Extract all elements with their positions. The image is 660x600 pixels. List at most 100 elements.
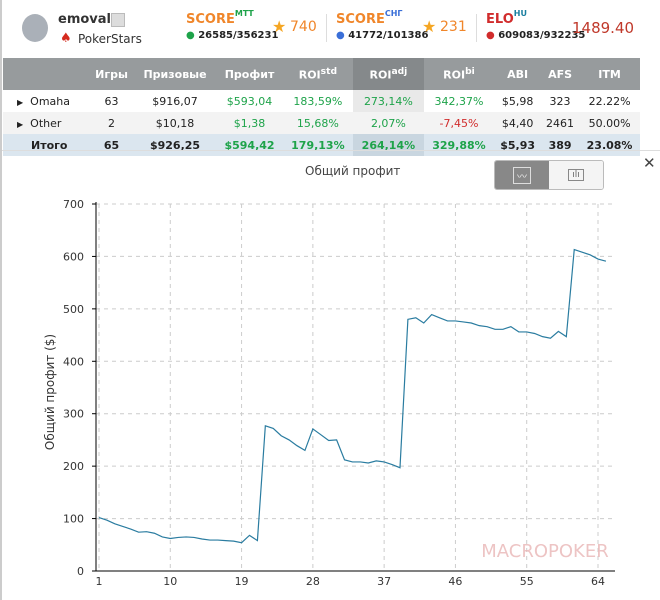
total-cell: $594,42 xyxy=(216,134,283,156)
watermark: MACROPOKER xyxy=(481,541,608,562)
y-tick-label: 400 xyxy=(63,355,84,368)
row-label[interactable]: ▶ Other xyxy=(3,112,90,134)
score-rank: ● 41772/101386 xyxy=(336,30,428,41)
y-tick-label: 600 xyxy=(63,250,84,263)
rank-value: 26585/356231 xyxy=(198,30,279,41)
cell: 63 xyxy=(104,94,119,108)
row-label[interactable]: ▶ Omaha xyxy=(3,90,89,112)
x-tick-label: 37 xyxy=(377,575,391,588)
total-cell: 179,13% xyxy=(282,134,354,156)
divider xyxy=(326,14,327,42)
medal-icon: ● xyxy=(486,30,495,41)
close-icon[interactable]: ✕ xyxy=(643,154,656,172)
cell: $10,18 xyxy=(133,112,217,134)
chart-type-toggle: 〰 ılı xyxy=(494,160,604,190)
pokerstars-icon: ♠ xyxy=(60,31,72,46)
bar-chart-icon: ılı xyxy=(568,169,584,181)
x-tick-label: 19 xyxy=(235,575,249,588)
cell: 2461 xyxy=(540,112,580,134)
column-header[interactable]: ABI xyxy=(494,58,541,90)
header-label: Призовые xyxy=(143,67,207,81)
score-label: SCORE xyxy=(186,12,235,27)
cell: 273,14% xyxy=(353,90,424,112)
bar-chart-button[interactable]: ılı xyxy=(549,161,603,189)
star-icon: ★ xyxy=(272,17,287,36)
score-block: SCOREСНГ xyxy=(336,9,403,27)
total-cell: 65 xyxy=(89,134,134,156)
score-label: SCORE xyxy=(336,12,385,27)
roi-sup: std xyxy=(320,66,338,78)
expand-icon[interactable]: ▶ xyxy=(17,119,24,129)
score-type: СНГ xyxy=(384,9,403,18)
copy-icon[interactable] xyxy=(111,13,125,27)
total-cell: $5,93 xyxy=(494,134,541,156)
column-header[interactable] xyxy=(3,58,90,90)
y-tick-label: 0 xyxy=(77,565,84,578)
cell: $5,98 xyxy=(501,94,534,108)
column-header[interactable]: ROIstd xyxy=(282,58,354,90)
header-label: ITM xyxy=(598,67,621,81)
stats-table: Игры Призовые Профит ROIstd ROIadj ROIbi ABI AF… xyxy=(3,58,640,156)
header-label: ABI xyxy=(507,67,529,81)
score-type: HU xyxy=(513,9,527,18)
total-cell: 329,88% xyxy=(423,134,495,156)
x-tick-label: 46 xyxy=(448,575,462,588)
column-header[interactable]: Профит xyxy=(216,58,283,90)
table-row[interactable]: ▶ Other 2 $10,18 $1,38 15,68% 2,07% -7,45% $4,4… xyxy=(3,112,640,134)
x-tick-label: 64 xyxy=(591,575,605,588)
cell: $1,38 xyxy=(216,112,283,134)
total-cell: 264,14% xyxy=(353,134,424,156)
x-tick-label: 55 xyxy=(520,575,534,588)
cell: $4,40 xyxy=(494,112,541,134)
line-chart-button[interactable]: 〰 xyxy=(495,161,549,189)
chart-title: Общий профит xyxy=(305,164,401,178)
profit-chart: 0 100 200 300 400 500 600 700 1 10 19 28 37 46 55 64 MAC… xyxy=(63,198,615,588)
score-label: ELO xyxy=(486,12,514,27)
table-row[interactable]: ▶ Omaha 63 $916,07 $593,04 183,59% 273,14% 342… xyxy=(3,90,640,112)
y-tick-label: 200 xyxy=(63,460,84,473)
cell: -7,45% xyxy=(423,112,495,134)
medal-icon: ● xyxy=(336,30,345,41)
cell: 183,59% xyxy=(293,94,343,108)
header-label: ROI xyxy=(369,68,392,82)
total-cell: 23.08% xyxy=(579,134,640,156)
left-border xyxy=(0,0,2,600)
score-rank: ● 609083/932235 xyxy=(486,30,585,41)
row-name: Other xyxy=(30,116,62,130)
rank-value: 41772/101386 xyxy=(348,30,429,41)
divider xyxy=(2,150,660,151)
score-value: 231 xyxy=(440,19,467,35)
header-label: ROI xyxy=(298,68,321,82)
row-name: Omaha xyxy=(30,94,70,108)
total-cell: Итого xyxy=(3,134,90,156)
header-label: Профит xyxy=(224,67,275,81)
roi-sup: bi xyxy=(465,66,475,78)
column-header[interactable]: ROIadj xyxy=(353,58,424,90)
star-icon: ★ xyxy=(422,17,437,36)
cell: 22.22% xyxy=(588,94,631,108)
score-value: 740 xyxy=(290,19,317,35)
column-header[interactable]: AFS xyxy=(540,58,580,90)
profit-line xyxy=(98,248,607,544)
score-block: SCOREМТТ xyxy=(186,9,254,27)
score-value: 1489.40 xyxy=(572,19,635,37)
y-tick-label: 300 xyxy=(63,408,84,421)
y-tick-label: 700 xyxy=(63,198,84,211)
header-label: Игры xyxy=(95,67,128,81)
total-row: Итого 65 $926,25 $594,42 179,13% 264,14% 329,8… xyxy=(3,134,640,156)
expand-icon[interactable]: ▶ xyxy=(17,97,24,107)
column-header[interactable]: Призовые xyxy=(133,58,217,90)
score-type: МТТ xyxy=(234,9,254,18)
column-header[interactable]: ITM xyxy=(579,58,640,90)
x-tick-label: 28 xyxy=(306,575,320,588)
column-header[interactable]: Игры xyxy=(89,58,134,90)
x-tick-label: 10 xyxy=(163,575,177,588)
x-tick-label: 1 xyxy=(96,575,103,588)
divider xyxy=(476,14,477,42)
column-header[interactable]: ROIbi xyxy=(423,58,495,90)
total-cell: $926,25 xyxy=(133,134,217,156)
medal-icon: ● xyxy=(186,30,195,41)
total-cell: 389 xyxy=(540,134,580,156)
line-chart-icon: 〰 xyxy=(513,166,531,184)
username[interactable]: emoval xyxy=(58,12,111,27)
